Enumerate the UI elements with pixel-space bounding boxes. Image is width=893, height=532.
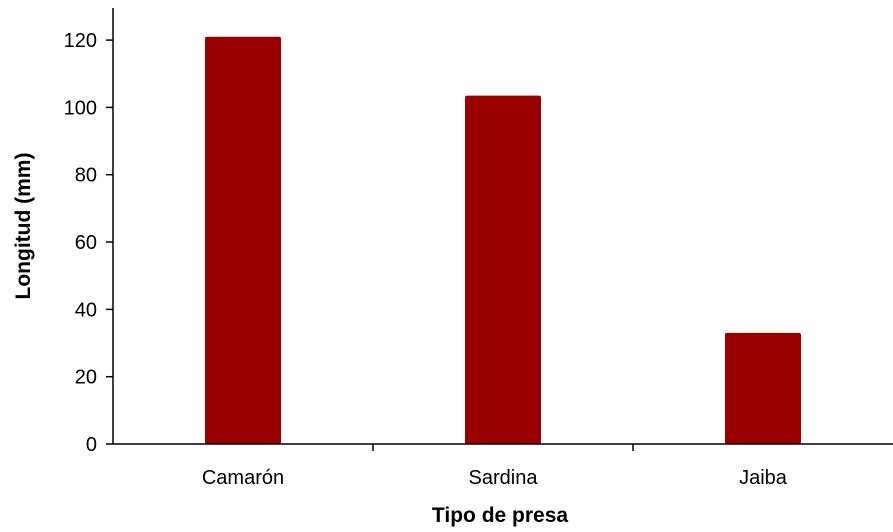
bar-1 xyxy=(465,95,541,444)
x-axis-ticks: Camarón Sardina Jaiba xyxy=(202,444,788,489)
y-tick-label-0: 0 xyxy=(86,434,97,456)
x-axis-title: Tipo de presa xyxy=(432,504,568,527)
y-tick-label-6: 120 xyxy=(64,30,97,52)
y-axis-ticks: 0 20 40 60 80 100 120 xyxy=(64,30,113,456)
y-tick-label-2: 40 xyxy=(75,299,97,321)
bar-2 xyxy=(725,332,801,444)
bar-0 xyxy=(205,36,281,444)
x-tick-label-1: Sardina xyxy=(469,467,539,489)
y-tick-label-1: 20 xyxy=(75,367,97,389)
y-axis-title: Longitud (mm) xyxy=(12,153,35,300)
y-tick-label-4: 80 xyxy=(75,165,97,187)
x-tick-label-0: Camarón xyxy=(202,467,284,489)
bars-group xyxy=(205,36,801,444)
x-tick-label-2: Jaiba xyxy=(739,467,788,489)
y-tick-label-5: 100 xyxy=(64,97,97,119)
y-tick-label-3: 60 xyxy=(75,232,97,254)
